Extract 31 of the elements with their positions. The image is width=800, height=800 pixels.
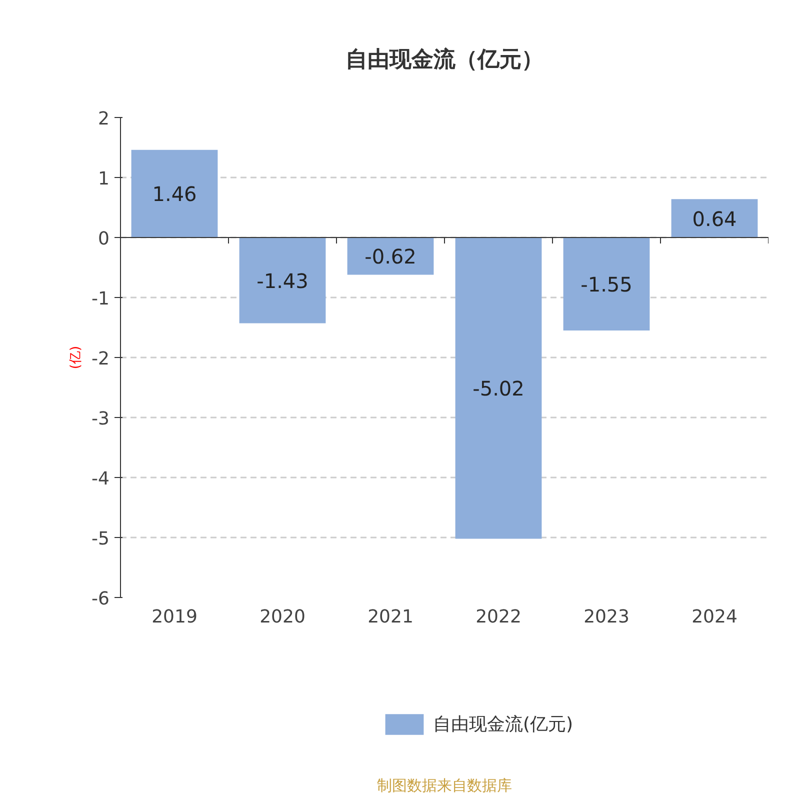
y-tick-label: 0	[98, 228, 110, 250]
legend-label: 自由现金流(亿元)	[433, 713, 574, 736]
text: 制图数据来自数据库	[377, 776, 512, 794]
x-tick-label: 2022	[476, 606, 522, 628]
data-label: 0.64	[692, 206, 737, 231]
bar	[239, 238, 326, 324]
y-tick-label: 1	[98, 168, 110, 190]
x-tick-label: 2021	[368, 606, 414, 628]
data-label: 1.46	[152, 182, 197, 206]
bar	[671, 199, 758, 238]
data-label: -0.62	[364, 244, 416, 269]
x-tick-label: 2020	[260, 606, 306, 628]
bar	[131, 150, 218, 238]
x-tick-label: 2024	[692, 606, 738, 628]
y-tick-label: -6	[92, 588, 110, 610]
chart-title: 自由现金流（亿元）	[346, 46, 544, 72]
y-tick-label: 2	[98, 108, 110, 130]
y-tick-label: -3	[92, 408, 110, 430]
y-tick-label: -4	[92, 468, 110, 490]
data-label: -1.43	[256, 268, 308, 293]
y-axis-title: (亿)	[68, 346, 84, 370]
y-tick-label: -2	[92, 348, 110, 370]
bar	[563, 238, 650, 330]
y-tick-label: -1	[92, 288, 110, 310]
x-tick-label: 2019	[152, 606, 198, 628]
x-tick-label: 2023	[584, 606, 630, 628]
bar	[455, 238, 542, 539]
data-label: -1.55	[580, 272, 632, 296]
data-label: -5.02	[472, 376, 524, 401]
bar	[347, 238, 434, 275]
y-tick-label: -5	[92, 528, 110, 550]
